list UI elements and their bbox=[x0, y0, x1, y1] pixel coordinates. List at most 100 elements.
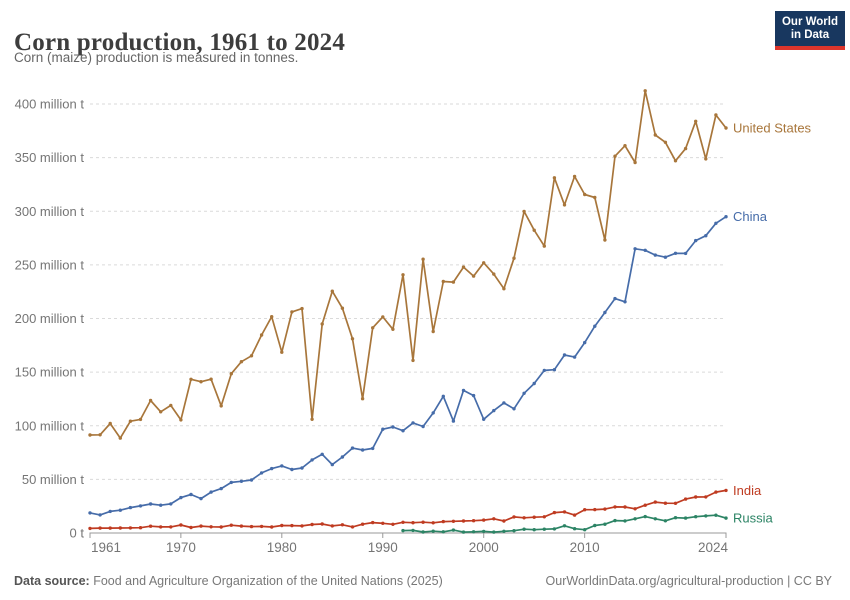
data-point bbox=[199, 496, 203, 501]
line-china bbox=[89, 215, 727, 516]
data-point bbox=[209, 377, 213, 381]
data-point bbox=[421, 424, 425, 429]
data-point bbox=[471, 274, 476, 278]
data-point bbox=[542, 368, 546, 373]
data-point bbox=[421, 520, 425, 524]
data-point bbox=[128, 419, 133, 423]
data-point bbox=[461, 530, 466, 534]
data-point bbox=[401, 273, 405, 277]
credit-link[interactable]: OurWorldinData.org/agricultural-producti… bbox=[545, 574, 832, 588]
data-point bbox=[512, 256, 516, 260]
data-point bbox=[360, 448, 365, 452]
owid-logo-line1: Our World bbox=[781, 16, 838, 28]
y-tick-label: 400 million t bbox=[15, 97, 85, 112]
data-point bbox=[189, 525, 193, 530]
data-point bbox=[159, 503, 163, 507]
chart-subtitle: Corn (maize) production is measured in t… bbox=[14, 50, 299, 65]
data-point bbox=[562, 353, 567, 357]
data-point bbox=[108, 509, 112, 514]
series-label-india: India bbox=[733, 483, 762, 498]
data-point bbox=[502, 401, 506, 405]
data-point bbox=[603, 238, 607, 242]
data-point bbox=[694, 495, 698, 499]
data-point bbox=[633, 247, 637, 251]
data-point bbox=[512, 529, 516, 533]
data-point bbox=[522, 516, 526, 520]
chart-footer: Data source: Food and Agriculture Organi… bbox=[14, 574, 832, 588]
data-point bbox=[189, 377, 193, 381]
data-point bbox=[694, 119, 698, 123]
data-point bbox=[683, 516, 688, 520]
data-point bbox=[502, 287, 506, 291]
data-point bbox=[148, 524, 153, 528]
data-point bbox=[199, 524, 203, 528]
series-china[interactable]: China bbox=[88, 209, 768, 517]
data-point bbox=[714, 113, 718, 117]
data-point bbox=[350, 446, 355, 450]
data-point bbox=[259, 471, 264, 475]
data-point bbox=[482, 518, 486, 522]
series-united-states[interactable]: United States bbox=[88, 89, 812, 440]
data-point bbox=[502, 519, 506, 523]
data-point bbox=[179, 523, 183, 527]
data-point bbox=[391, 327, 395, 331]
line-chart-canvas[interactable]: 0 t 50 million t 100 million t 150 million … bbox=[0, 84, 850, 560]
data-point bbox=[522, 209, 526, 214]
data-point bbox=[613, 154, 617, 158]
data-point bbox=[623, 505, 627, 509]
data-point bbox=[492, 272, 496, 276]
data-point bbox=[724, 488, 728, 493]
data-point bbox=[138, 526, 143, 530]
data-point bbox=[724, 516, 728, 520]
data-point bbox=[159, 410, 163, 414]
line-india bbox=[89, 489, 727, 530]
data-point bbox=[663, 255, 668, 259]
x-tick-label: 1961 bbox=[91, 540, 121, 555]
data-point bbox=[643, 514, 647, 519]
data-point bbox=[118, 508, 123, 512]
data-point bbox=[209, 490, 213, 494]
data-point bbox=[290, 467, 294, 472]
data-point bbox=[673, 501, 678, 505]
series-india[interactable]: India bbox=[88, 483, 762, 531]
data-point bbox=[603, 522, 607, 526]
data-point bbox=[411, 421, 415, 425]
data-point bbox=[532, 228, 536, 232]
data-point bbox=[340, 306, 345, 310]
data-point bbox=[169, 403, 173, 408]
page-title: Corn production, 1961 to 2024 bbox=[14, 28, 346, 56]
y-tick-label: 150 million t bbox=[15, 365, 85, 380]
data-point bbox=[471, 393, 476, 398]
data-point bbox=[108, 526, 112, 530]
data-point bbox=[482, 417, 486, 421]
data-point bbox=[704, 514, 708, 518]
data-point bbox=[219, 404, 223, 408]
data-point bbox=[724, 126, 728, 130]
data-point bbox=[98, 526, 102, 530]
data-point bbox=[239, 360, 244, 364]
chart-area[interactable]: 0 t 50 million t 100 million t 150 million … bbox=[0, 84, 850, 560]
data-point bbox=[411, 521, 415, 525]
data-point bbox=[643, 503, 647, 507]
data-point bbox=[461, 519, 466, 523]
data-point bbox=[350, 337, 355, 341]
data-point bbox=[704, 495, 708, 499]
owid-logo[interactable]: Our World in Data bbox=[774, 11, 845, 50]
data-point bbox=[482, 261, 486, 265]
data-point bbox=[593, 195, 597, 200]
data-point bbox=[189, 492, 193, 497]
data-point bbox=[694, 238, 698, 243]
data-point bbox=[461, 265, 466, 269]
data-point bbox=[98, 433, 102, 437]
data-point bbox=[572, 174, 577, 179]
data-point bbox=[583, 340, 587, 345]
data-point bbox=[542, 244, 546, 248]
data-point bbox=[138, 504, 143, 508]
series-russia[interactable]: Russia bbox=[401, 511, 774, 534]
data-point bbox=[572, 527, 577, 531]
data-point bbox=[673, 251, 678, 255]
line-united-states bbox=[89, 89, 727, 439]
data-point bbox=[401, 520, 405, 524]
data-point bbox=[219, 486, 223, 491]
